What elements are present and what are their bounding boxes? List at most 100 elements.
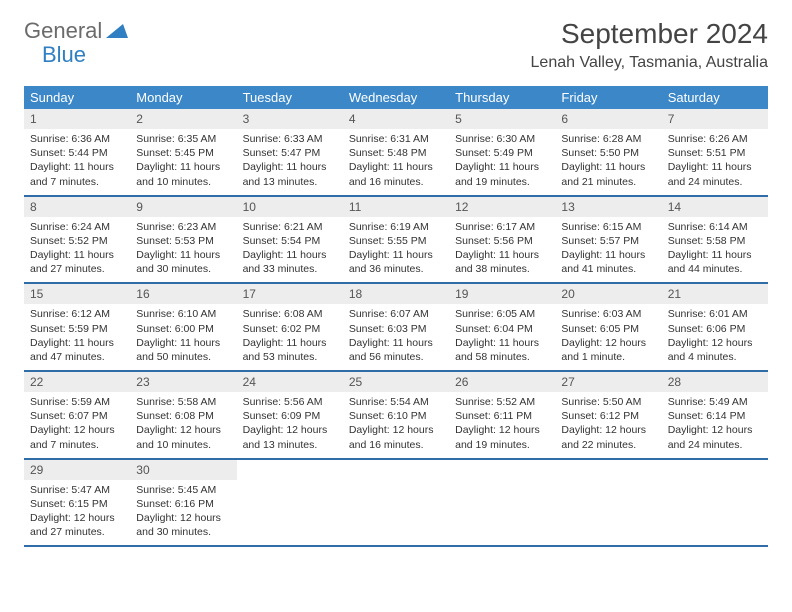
- day-cell: 11Sunrise: 6:19 AMSunset: 5:55 PMDayligh…: [343, 197, 449, 283]
- week-row: 8Sunrise: 6:24 AMSunset: 5:52 PMDaylight…: [24, 197, 768, 285]
- dow-header: Tuesday: [237, 86, 343, 109]
- day-number-empty: [555, 460, 661, 480]
- day-cell: 14Sunrise: 6:14 AMSunset: 5:58 PMDayligh…: [662, 197, 768, 283]
- day-cell: 9Sunrise: 6:23 AMSunset: 5:53 PMDaylight…: [130, 197, 236, 283]
- day-cell: 26Sunrise: 5:52 AMSunset: 6:11 PMDayligh…: [449, 372, 555, 458]
- day-cell: 22Sunrise: 5:59 AMSunset: 6:07 PMDayligh…: [24, 372, 130, 458]
- day-number: 3: [237, 109, 343, 129]
- day-cell: 29Sunrise: 5:47 AMSunset: 6:15 PMDayligh…: [24, 460, 130, 546]
- day-number: 9: [130, 197, 236, 217]
- day-number: 20: [555, 284, 661, 304]
- day-details: Sunrise: 5:58 AMSunset: 6:08 PMDaylight:…: [130, 392, 236, 458]
- week-row: 29Sunrise: 5:47 AMSunset: 6:15 PMDayligh…: [24, 460, 768, 548]
- day-number: 15: [24, 284, 130, 304]
- day-number: 16: [130, 284, 236, 304]
- day-number: 13: [555, 197, 661, 217]
- day-details: Sunrise: 6:08 AMSunset: 6:02 PMDaylight:…: [237, 304, 343, 370]
- day-cell: 30Sunrise: 5:45 AMSunset: 6:16 PMDayligh…: [130, 460, 236, 546]
- day-cell: 12Sunrise: 6:17 AMSunset: 5:56 PMDayligh…: [449, 197, 555, 283]
- day-details: Sunrise: 6:07 AMSunset: 6:03 PMDaylight:…: [343, 304, 449, 370]
- day-cell: 16Sunrise: 6:10 AMSunset: 6:00 PMDayligh…: [130, 284, 236, 370]
- day-cell: 18Sunrise: 6:07 AMSunset: 6:03 PMDayligh…: [343, 284, 449, 370]
- day-details: Sunrise: 6:10 AMSunset: 6:00 PMDaylight:…: [130, 304, 236, 370]
- day-cell: 28Sunrise: 5:49 AMSunset: 6:14 PMDayligh…: [662, 372, 768, 458]
- day-cell: 24Sunrise: 5:56 AMSunset: 6:09 PMDayligh…: [237, 372, 343, 458]
- week-row: 22Sunrise: 5:59 AMSunset: 6:07 PMDayligh…: [24, 372, 768, 460]
- day-number: 12: [449, 197, 555, 217]
- day-number: 18: [343, 284, 449, 304]
- day-details: Sunrise: 6:12 AMSunset: 5:59 PMDaylight:…: [24, 304, 130, 370]
- day-details: Sunrise: 6:21 AMSunset: 5:54 PMDaylight:…: [237, 217, 343, 283]
- day-details: Sunrise: 6:15 AMSunset: 5:57 PMDaylight:…: [555, 217, 661, 283]
- day-number: 17: [237, 284, 343, 304]
- day-number-empty: [343, 460, 449, 480]
- day-cell: 1Sunrise: 6:36 AMSunset: 5:44 PMDaylight…: [24, 109, 130, 195]
- day-number: 27: [555, 372, 661, 392]
- day-number-empty: [662, 460, 768, 480]
- logo: General: [24, 18, 128, 44]
- day-details: Sunrise: 5:56 AMSunset: 6:09 PMDaylight:…: [237, 392, 343, 458]
- day-number: 21: [662, 284, 768, 304]
- day-cell: 19Sunrise: 6:05 AMSunset: 6:04 PMDayligh…: [449, 284, 555, 370]
- day-details: Sunrise: 6:17 AMSunset: 5:56 PMDaylight:…: [449, 217, 555, 283]
- day-number: 28: [662, 372, 768, 392]
- day-cell: 2Sunrise: 6:35 AMSunset: 5:45 PMDaylight…: [130, 109, 236, 195]
- day-cell: 20Sunrise: 6:03 AMSunset: 6:05 PMDayligh…: [555, 284, 661, 370]
- day-number: 29: [24, 460, 130, 480]
- day-number: 26: [449, 372, 555, 392]
- day-details: Sunrise: 5:50 AMSunset: 6:12 PMDaylight:…: [555, 392, 661, 458]
- day-details: Sunrise: 6:24 AMSunset: 5:52 PMDaylight:…: [24, 217, 130, 283]
- day-details: Sunrise: 6:31 AMSunset: 5:48 PMDaylight:…: [343, 129, 449, 195]
- day-number: 24: [237, 372, 343, 392]
- day-number-empty: [237, 460, 343, 480]
- day-number: 23: [130, 372, 236, 392]
- day-cell: 23Sunrise: 5:58 AMSunset: 6:08 PMDayligh…: [130, 372, 236, 458]
- location-text: Lenah Valley, Tasmania, Australia: [531, 54, 768, 72]
- day-details: Sunrise: 6:33 AMSunset: 5:47 PMDaylight:…: [237, 129, 343, 195]
- day-number: 7: [662, 109, 768, 129]
- day-number-empty: [449, 460, 555, 480]
- month-title: September 2024: [531, 18, 768, 50]
- day-cell: 25Sunrise: 5:54 AMSunset: 6:10 PMDayligh…: [343, 372, 449, 458]
- day-details: Sunrise: 6:05 AMSunset: 6:04 PMDaylight:…: [449, 304, 555, 370]
- week-row: 1Sunrise: 6:36 AMSunset: 5:44 PMDaylight…: [24, 109, 768, 197]
- day-number: 14: [662, 197, 768, 217]
- logo-triangle-icon: [106, 18, 128, 44]
- day-cell: 27Sunrise: 5:50 AMSunset: 6:12 PMDayligh…: [555, 372, 661, 458]
- day-details: Sunrise: 6:03 AMSunset: 6:05 PMDaylight:…: [555, 304, 661, 370]
- day-number: 8: [24, 197, 130, 217]
- week-row: 15Sunrise: 6:12 AMSunset: 5:59 PMDayligh…: [24, 284, 768, 372]
- day-cell: 8Sunrise: 6:24 AMSunset: 5:52 PMDaylight…: [24, 197, 130, 283]
- day-number: 11: [343, 197, 449, 217]
- day-number: 19: [449, 284, 555, 304]
- dow-header: Sunday: [24, 86, 130, 109]
- day-cell: 21Sunrise: 6:01 AMSunset: 6:06 PMDayligh…: [662, 284, 768, 370]
- day-details: Sunrise: 6:26 AMSunset: 5:51 PMDaylight:…: [662, 129, 768, 195]
- day-number: 25: [343, 372, 449, 392]
- day-number: 6: [555, 109, 661, 129]
- day-cell: [343, 460, 449, 546]
- day-number: 1: [24, 109, 130, 129]
- day-details: Sunrise: 5:47 AMSunset: 6:15 PMDaylight:…: [24, 480, 130, 546]
- day-cell: 4Sunrise: 6:31 AMSunset: 5:48 PMDaylight…: [343, 109, 449, 195]
- logo-text-general: General: [24, 18, 102, 44]
- day-details: Sunrise: 5:52 AMSunset: 6:11 PMDaylight:…: [449, 392, 555, 458]
- dow-header: Friday: [555, 86, 661, 109]
- dow-row: SundayMondayTuesdayWednesdayThursdayFrid…: [24, 86, 768, 109]
- day-number: 10: [237, 197, 343, 217]
- day-number: 30: [130, 460, 236, 480]
- dow-header: Wednesday: [343, 86, 449, 109]
- day-details: Sunrise: 6:23 AMSunset: 5:53 PMDaylight:…: [130, 217, 236, 283]
- day-details: Sunrise: 5:59 AMSunset: 6:07 PMDaylight:…: [24, 392, 130, 458]
- title-block: September 2024 Lenah Valley, Tasmania, A…: [531, 18, 768, 72]
- day-cell: 13Sunrise: 6:15 AMSunset: 5:57 PMDayligh…: [555, 197, 661, 283]
- logo-text-blue: Blue: [42, 42, 86, 68]
- day-details: Sunrise: 6:01 AMSunset: 6:06 PMDaylight:…: [662, 304, 768, 370]
- day-cell: 7Sunrise: 6:26 AMSunset: 5:51 PMDaylight…: [662, 109, 768, 195]
- day-details: Sunrise: 6:30 AMSunset: 5:49 PMDaylight:…: [449, 129, 555, 195]
- day-cell: 6Sunrise: 6:28 AMSunset: 5:50 PMDaylight…: [555, 109, 661, 195]
- day-cell: 5Sunrise: 6:30 AMSunset: 5:49 PMDaylight…: [449, 109, 555, 195]
- day-cell: 10Sunrise: 6:21 AMSunset: 5:54 PMDayligh…: [237, 197, 343, 283]
- dow-header: Monday: [130, 86, 236, 109]
- dow-header: Thursday: [449, 86, 555, 109]
